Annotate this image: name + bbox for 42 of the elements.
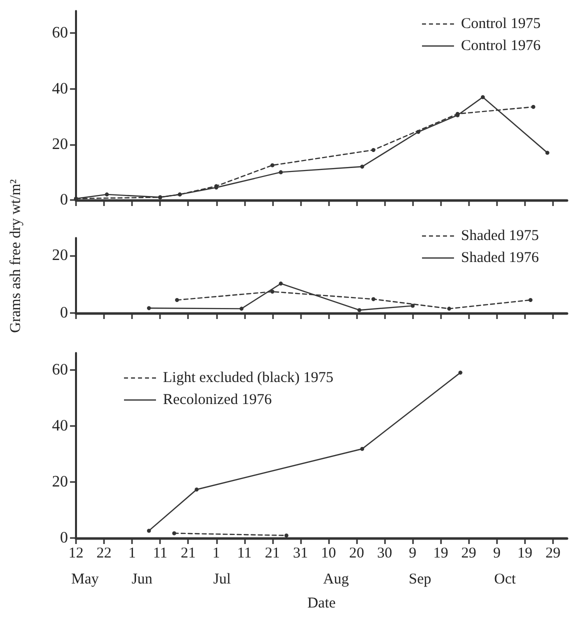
x-tick-label: 11 (237, 546, 252, 562)
x-tick-label: 19 (433, 546, 448, 562)
y-tick-label: 60 (52, 361, 68, 378)
text: Jun (132, 572, 153, 588)
x-tick-label: 20 (349, 546, 364, 562)
text: Aug (323, 572, 350, 588)
x-tick-label: 21 (180, 546, 196, 562)
y-tick-label: 0 (60, 192, 68, 208)
x-tick-label: 9 (408, 546, 416, 562)
x-tick-label: 11 (152, 546, 168, 562)
x-tick-label: 1 (212, 546, 220, 562)
x-axis-title: Date (307, 596, 336, 612)
legend-label: Shaded 1975 (461, 228, 539, 244)
text: Oct (494, 572, 517, 588)
text: Sep (408, 572, 432, 588)
legend-label: Control 1975 (461, 16, 541, 32)
y-tick-label: 0 (60, 530, 68, 546)
x-tick-label: 21 (264, 546, 280, 562)
x-tick-label: 9 (493, 546, 501, 562)
x-tick-label: 31 (292, 546, 308, 562)
y-tick-label: 0 (60, 304, 68, 322)
y-tick-label: 60 (52, 24, 68, 42)
y-axis-title: Grams ash free dry wt/m² (7, 178, 25, 332)
y-tick-label: 20 (52, 136, 68, 153)
y-tick-label: 40 (52, 80, 68, 98)
text: May (71, 572, 100, 588)
legend-label: Shaded 1976 (461, 250, 540, 266)
legend-label: Control 1976 (461, 38, 542, 54)
x-tick-label: 19 (517, 546, 532, 562)
legend-label: Light excluded (black) 1975 (163, 370, 334, 386)
x-tick-label: 10 (321, 546, 336, 562)
x-tick-label: 30 (377, 546, 392, 562)
x-tick-label: 29 (545, 546, 560, 562)
x-tick-label: 12 (68, 546, 84, 562)
x-tick-label: 22 (96, 546, 112, 562)
text: Jul (213, 572, 231, 588)
y-tick-label: 20 (52, 246, 68, 264)
x-tick-label: 1 (128, 546, 136, 562)
y-tick-label: 40 (52, 417, 68, 434)
x-tick-label: 29 (461, 546, 476, 562)
legend-label: Recolonized 1976 (163, 392, 272, 408)
y-tick-label: 20 (52, 473, 68, 490)
